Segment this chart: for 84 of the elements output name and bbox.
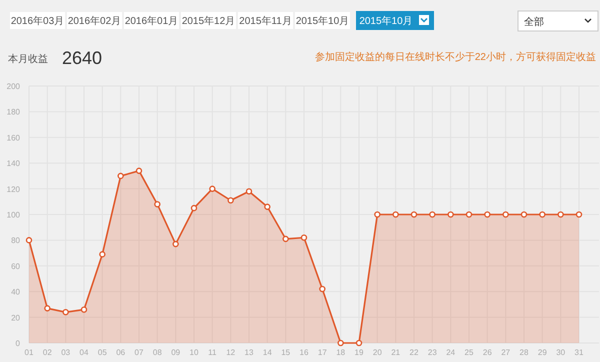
- x-tick-label: 16: [300, 348, 309, 357]
- point: [502, 211, 509, 218]
- x-tick-label: 27: [501, 348, 511, 357]
- point: [282, 236, 289, 242]
- y-tick-label: 140: [6, 159, 21, 168]
- point: [246, 188, 252, 195]
- x-tick-label: 03: [61, 348, 71, 357]
- x-tick-label: 25: [464, 348, 474, 357]
- x-tick-label: 22: [410, 348, 419, 357]
- point: [484, 211, 490, 218]
- point: [374, 211, 380, 218]
- y-tick-label: 40: [11, 288, 21, 297]
- y-tick-label: 100: [6, 210, 21, 220]
- selected-tab: 2015年10月: [356, 11, 434, 30]
- x-tick-label: 07: [134, 348, 144, 357]
- x-tick-label: 30: [556, 348, 566, 357]
- y-tick-label: 200: [6, 82, 21, 91]
- point: [172, 240, 179, 248]
- point: [300, 234, 308, 241]
- x-tick-label: 08: [152, 348, 162, 357]
- point: [44, 305, 50, 312]
- point: [136, 168, 142, 174]
- x-tick-label: 05: [98, 348, 108, 357]
- x-tick-label: 13: [244, 348, 254, 357]
- x-tick-label: 01: [24, 348, 34, 357]
- y-tick-label: 0: [16, 339, 21, 348]
- tab: 2015年10月: [295, 12, 350, 29]
- x-tick-label: 29: [538, 348, 548, 357]
- point: [338, 340, 344, 346]
- point: [429, 211, 436, 218]
- point: [392, 211, 399, 218]
- y-tick-label: 160: [6, 133, 21, 142]
- x-tick-label: 19: [354, 348, 364, 357]
- x-tick-label: 09: [171, 348, 181, 357]
- point: [62, 309, 69, 316]
- point: [228, 197, 234, 204]
- y-tick-label: 120: [6, 184, 21, 194]
- x-tick-label: 02: [42, 348, 52, 357]
- point: [448, 211, 454, 218]
- x-tick-label: 17: [318, 348, 328, 357]
- point: [80, 306, 88, 313]
- x-tick-label: 11: [208, 348, 218, 357]
- x-tick-label: 28: [520, 348, 529, 357]
- tab: 2016年03月: [10, 12, 65, 29]
- x-tick-label: 21: [391, 348, 401, 357]
- tab: 2015年11月: [238, 12, 293, 29]
- x-tick-label: 24: [446, 348, 456, 357]
- x-tick-label: 10: [190, 348, 199, 357]
- x-tick-label: 31: [574, 348, 584, 357]
- y-tick-label: 80: [11, 236, 21, 246]
- tab: 2016年01月: [124, 12, 179, 29]
- point: [99, 251, 106, 258]
- x-tick-label: 12: [226, 348, 236, 357]
- text: 参加固定收益的每日在线时长不少于22小时，方可获得固定收益: [314, 51, 596, 63]
- y-tick-label: 20: [11, 313, 21, 322]
- tab: 2016年02月: [67, 12, 122, 29]
- x-tick-label: 14: [262, 348, 272, 357]
- point: [154, 201, 160, 208]
- point: [26, 237, 32, 244]
- y-tick-label: 180: [6, 108, 21, 117]
- x-tick-label: 18: [336, 348, 346, 357]
- point: [520, 211, 528, 218]
- point: [539, 211, 546, 218]
- x-tick-label: 26: [482, 348, 492, 357]
- point: [190, 204, 198, 212]
- x-tick-label: 04: [80, 348, 89, 357]
- point: [558, 211, 564, 218]
- point: [466, 211, 472, 218]
- tab: 2015年12月: [181, 12, 236, 29]
- x-tick-label: 23: [428, 348, 438, 357]
- x-tick-label: 15: [281, 348, 291, 357]
- point: [319, 286, 326, 292]
- point: [209, 186, 216, 192]
- x-tick-label: 20: [372, 348, 382, 357]
- chart-subtitle: 2640: [62, 48, 102, 68]
- point: [356, 340, 362, 346]
- x-tick-label: 06: [116, 348, 126, 357]
- y-tick-label: 60: [11, 262, 21, 271]
- chart-title: 本月收益: [8, 53, 48, 65]
- dropdown: 全部: [518, 10, 598, 32]
- point: [576, 211, 582, 218]
- point: [264, 204, 270, 210]
- point: [410, 211, 418, 218]
- point: [118, 172, 124, 180]
